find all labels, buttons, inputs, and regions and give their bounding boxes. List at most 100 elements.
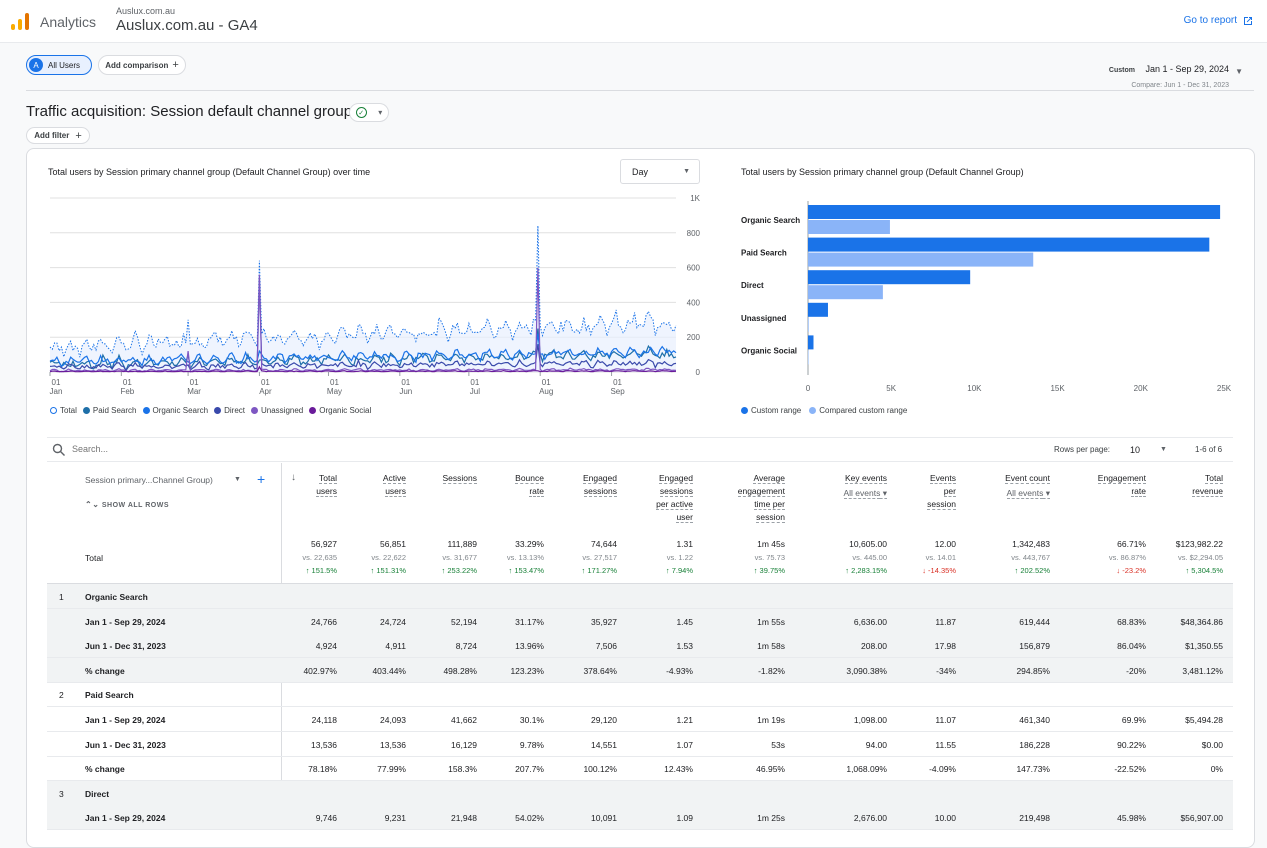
column-header[interactable]: Events per session (927, 472, 956, 511)
column-header[interactable]: Total users (316, 472, 337, 498)
column-header[interactable]: Total revenue (1192, 472, 1223, 498)
legend-label: Compared custom range (819, 406, 908, 415)
line-chart-legend: Total Paid Search Organic Search Direct Unas… (50, 406, 371, 415)
date-range-picker[interactable]: Custom Jan 1 - Sep 29, 2024 Compare: Jun… (1109, 59, 1229, 89)
table-cell: 461,340 (1019, 715, 1050, 725)
add-dimension-icon[interactable]: + (257, 471, 266, 487)
table-search-input[interactable] (72, 444, 372, 454)
column-header[interactable]: Average engagement time per session (737, 472, 785, 524)
table-cell: -20% (1126, 665, 1146, 676)
all-users-chip[interactable]: A All Users (26, 55, 92, 75)
total-change: ↑ 39.75% (753, 566, 785, 575)
table-row[interactable]: Jan 1 - Sep 29, 2024 24,766 24,724 52,194 31… (47, 608, 1233, 634)
show-all-rows-button[interactable]: ⌃⌄ SHOW ALL ROWS (85, 500, 169, 509)
table-group-row[interactable]: 3 Direct (47, 780, 1233, 806)
table-row[interactable]: Jun 1 - Dec 31, 2023 4,924 4,911 8,724 13.96… (47, 633, 1233, 659)
account-name-small[interactable]: Auslux.com.au (116, 6, 176, 16)
event-filter-label: All events (843, 488, 881, 499)
total-vs: vs. 86.87% (1108, 553, 1146, 562)
table-row[interactable]: Jan 1 - Sep 29, 2024 24,118 24,093 41,662 30… (47, 707, 1233, 732)
table-cell: 10.00 (934, 813, 956, 824)
legend-item[interactable]: Paid Search (82, 406, 137, 415)
total-total: 74,644 (591, 539, 617, 549)
event-filter-select[interactable]: All events ▾ (843, 487, 887, 500)
table-cell: 77.99% (377, 764, 406, 775)
total-cell: 12.00 vs. 14.01 ↓ -14.35% (922, 539, 956, 575)
x-tick-label: 25K (1217, 384, 1232, 393)
table-cell: -4.93% (666, 665, 693, 676)
column-header[interactable]: Engaged sessions per active user (656, 472, 693, 524)
legend-item[interactable]: Organic Social (309, 406, 371, 415)
legend-dot (50, 407, 57, 414)
bar-chart-title: Total users by Session primary channel g… (741, 167, 1024, 177)
x-tick-day: 01 (613, 378, 622, 387)
total-total: 111,889 (447, 539, 477, 549)
chevron-down-icon: ▾ (1043, 488, 1050, 499)
table-cell: 1.45 (676, 616, 693, 627)
chevron-down-icon[interactable]: ▼ (1235, 67, 1243, 76)
add-comparison-button[interactable]: Add comparison + (98, 55, 186, 75)
table-cell: 1m 55s (757, 616, 785, 627)
legend-item[interactable]: Unassigned (250, 406, 304, 415)
legend-item[interactable]: Direct (214, 406, 245, 415)
add-filter-button[interactable]: Add filter + (26, 127, 90, 144)
line-chart: 1K800600400200001Jan01Feb01Mar01Apr01May… (49, 194, 701, 396)
chevron-down-icon[interactable]: ▼ (1160, 446, 1167, 453)
table-group-row[interactable]: 2 Paid Search (47, 682, 1233, 708)
total-total: 56,927 (311, 539, 337, 549)
table-cell: 1.09 (676, 813, 693, 824)
series-organic-search (49, 333, 677, 368)
column-header[interactable]: Key events All events ▾ (843, 472, 887, 500)
column-header-text: session (927, 499, 956, 510)
legend-dot (309, 407, 317, 414)
table-row[interactable]: % change 78.18% 77.99% 158.3% 207.7% 100.12% 1… (47, 756, 1233, 782)
column-header[interactable]: Engagement rate (1097, 472, 1146, 498)
category-label: Direct (741, 281, 764, 290)
table-cell: 1.07 (676, 739, 693, 750)
event-filter-select[interactable]: All events ▾ (1005, 487, 1050, 500)
bar-compared-range (808, 285, 883, 300)
x-tick-day: 01 (542, 378, 551, 387)
dimension-header[interactable]: Session primary...Channel Group) (85, 475, 213, 485)
plus-icon: + (75, 129, 82, 142)
table-cell: 46.95% (756, 764, 785, 775)
series-unassigned (49, 267, 677, 373)
total-vs: vs. 75.73 (754, 553, 785, 562)
table-group-row[interactable]: 1 Organic Search (47, 584, 1233, 609)
column-header[interactable]: Sessions (442, 472, 477, 485)
table-cell: 13,536 (311, 739, 337, 750)
add-filter-label: Add filter (34, 131, 70, 140)
chevron-down-icon[interactable]: ▼ (234, 476, 241, 483)
sort-descending-icon[interactable]: ↓ (291, 472, 296, 483)
column-header[interactable]: Active users (382, 472, 406, 498)
granularity-select[interactable]: Day ▼ (620, 159, 700, 184)
table-cell: 1m 58s (757, 641, 785, 652)
property-name[interactable]: Auslux.com.au - GA4 (116, 17, 258, 34)
legend-item[interactable]: Organic Search (142, 406, 208, 415)
table-row[interactable]: % change 402.97% 403.44% 498.28% 123.23% 378.… (47, 657, 1233, 683)
column-header-text: time per (754, 499, 785, 510)
table-row[interactable]: Jun 1 - Dec 31, 2023 13,536 13,536 16,129 9.… (47, 732, 1233, 757)
pagination-range: 1-6 of 6 (1195, 445, 1223, 454)
row-label: Jan 1 - Sep 29, 2024 (85, 616, 166, 627)
column-header[interactable]: Bounce rate (515, 472, 544, 498)
total-cell: 33.29% vs. 13.13% ↑ 153.47% (507, 539, 544, 575)
total-vs: vs. 13.13% (506, 553, 544, 562)
bar-compared-range (808, 350, 809, 365)
rows-per-page-select[interactable]: 10 (1130, 445, 1141, 455)
legend-item[interactable]: Total (50, 406, 77, 415)
total-cell: 66.71% vs. 86.87% ↓ -23.2% (1109, 539, 1146, 575)
column-header[interactable]: Engaged sessions (582, 472, 617, 498)
table-cell: 35,927 (591, 616, 617, 627)
x-tick-day: 01 (123, 378, 132, 387)
table-cell: 45.98% (1117, 813, 1146, 824)
table-row[interactable]: Jan 1 - Sep 29, 2024 9,746 9,231 21,948 54.0… (47, 805, 1233, 831)
column-header[interactable]: Event count All events ▾ (1005, 472, 1050, 500)
legend-label: Unassigned (260, 406, 304, 415)
report-status-menu[interactable]: ✓ ▾ (349, 103, 389, 122)
series-direct (49, 277, 677, 372)
total-cell: 1m 45s vs. 75.73 ↑ 39.75% (754, 539, 785, 575)
go-to-report-link[interactable]: Go to report (1184, 15, 1253, 26)
table-cell: 208.00 (861, 641, 887, 652)
table-cell: 86.04% (1117, 641, 1146, 652)
